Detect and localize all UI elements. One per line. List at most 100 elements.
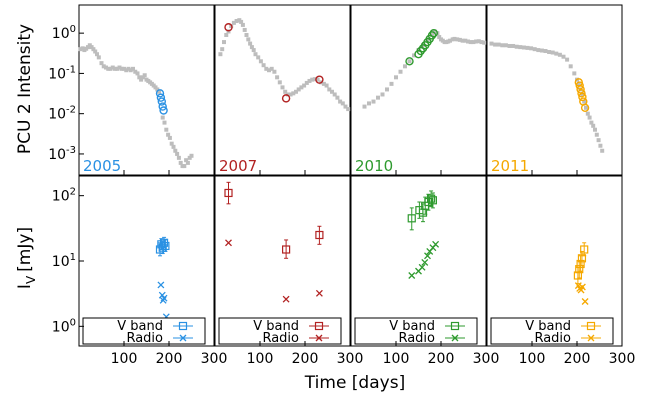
highlight-point bbox=[156, 93, 166, 102]
lightcurve-point bbox=[110, 65, 115, 70]
legend-label-radio: Radio bbox=[126, 331, 163, 346]
top-panel-2005: 2005 100 10-1 10-2 10-3 bbox=[48, 4, 215, 176]
top-panel-frame bbox=[350, 4, 487, 176]
lightcurve-point bbox=[288, 92, 293, 97]
highlight-point bbox=[158, 102, 167, 111]
legend-radio-marker bbox=[179, 334, 187, 342]
lightcurve-point bbox=[178, 160, 183, 165]
lightcurve-point bbox=[407, 59, 412, 64]
legend-label-vband: V band bbox=[525, 319, 571, 334]
lightcurve-point bbox=[96, 55, 101, 60]
radio-point bbox=[160, 294, 168, 302]
lightcurve-point bbox=[518, 45, 523, 50]
x-tick-label: 300 bbox=[473, 351, 500, 367]
vband-point bbox=[580, 245, 589, 254]
highlight-point bbox=[575, 81, 584, 90]
lightcurve-point bbox=[340, 101, 345, 106]
x-tick-label: 300 bbox=[609, 351, 636, 367]
lightcurve-point bbox=[304, 80, 309, 85]
lightcurve-point bbox=[104, 65, 108, 70]
lightcurve-point bbox=[482, 40, 487, 45]
lightcurve-point bbox=[133, 69, 138, 74]
lightcurve-point bbox=[529, 46, 534, 51]
lightcurve-point bbox=[568, 64, 573, 69]
lightcurve-point bbox=[367, 101, 371, 106]
x-tick-label: 200 bbox=[156, 351, 183, 367]
lightcurve-point bbox=[99, 61, 104, 66]
lightcurve-point bbox=[380, 92, 385, 97]
radio-point bbox=[418, 263, 426, 271]
lightcurve-point bbox=[128, 68, 133, 73]
lightcurve-point bbox=[576, 81, 581, 86]
lightcurve-point bbox=[425, 37, 430, 42]
vband-point bbox=[427, 194, 436, 203]
radio-point bbox=[424, 252, 431, 260]
lightcurve-point bbox=[496, 42, 501, 47]
lightcurve-point bbox=[312, 77, 317, 82]
lightcurve-point bbox=[525, 45, 530, 50]
lightcurve-point bbox=[430, 32, 434, 37]
lightcurve-point bbox=[251, 48, 256, 53]
lightcurve-point bbox=[463, 38, 468, 43]
outburst-label: 2010 bbox=[355, 157, 393, 175]
lightcurve-point bbox=[376, 95, 380, 100]
lightcurve-point bbox=[474, 39, 479, 44]
lightcurve-point bbox=[554, 51, 559, 56]
lightcurve-point bbox=[248, 41, 253, 46]
lightcurve-point bbox=[139, 77, 144, 82]
lightcurve-point bbox=[452, 36, 457, 41]
lightcurve-point bbox=[222, 40, 226, 45]
legend-radio-marker bbox=[587, 334, 595, 342]
highlight-point bbox=[578, 92, 587, 102]
lightcurve-point bbox=[275, 75, 280, 80]
lightcurve-point bbox=[321, 81, 326, 86]
lightcurve-point bbox=[371, 99, 376, 104]
lightcurve-point bbox=[175, 151, 180, 156]
lightcurve-point bbox=[565, 57, 570, 62]
x-tick-label: 100 bbox=[247, 351, 274, 367]
lightcurve-point bbox=[557, 52, 562, 57]
lightcurve-point bbox=[269, 66, 274, 71]
lightcurve-point bbox=[106, 66, 111, 71]
lightcurve-point bbox=[135, 71, 140, 76]
vband-point bbox=[573, 271, 583, 280]
lightcurve-point bbox=[160, 115, 165, 120]
lightcurve-point bbox=[187, 155, 192, 160]
lightcurve-point bbox=[242, 27, 247, 32]
lightcurve-point bbox=[460, 38, 465, 43]
lightcurve-point bbox=[140, 75, 145, 80]
lightcurve-point bbox=[258, 59, 263, 64]
lightcurve-point bbox=[500, 43, 505, 48]
radio-point bbox=[315, 289, 323, 297]
outburst-label: 2007 bbox=[219, 157, 257, 175]
vband-point bbox=[282, 245, 291, 254]
lightcurve-point bbox=[169, 141, 174, 146]
x-tick-label: 200 bbox=[292, 351, 319, 367]
radio-point bbox=[432, 240, 440, 248]
lightcurve-point bbox=[173, 148, 178, 153]
vband-point bbox=[577, 254, 587, 263]
lightcurve-point bbox=[327, 87, 332, 92]
lightcurve-point bbox=[536, 48, 541, 53]
lightcurve-point bbox=[182, 164, 187, 169]
lightcurve-point bbox=[585, 111, 590, 116]
top-panel-2010: 2010 bbox=[350, 4, 487, 176]
lightcurve-point bbox=[296, 87, 301, 92]
legend-vband-marker bbox=[314, 321, 324, 331]
lightcurve-point bbox=[385, 87, 389, 92]
lightcurve-point bbox=[543, 49, 548, 54]
lightcurve-point bbox=[550, 50, 555, 55]
lightcurve-point bbox=[264, 66, 269, 71]
lightcurve-point bbox=[142, 73, 147, 78]
lightcurve-point bbox=[299, 85, 304, 90]
y-tick-label: 10-2 bbox=[48, 105, 76, 123]
lightcurve-point bbox=[272, 69, 277, 74]
lightcurve-point bbox=[224, 32, 229, 37]
lightcurve-point bbox=[171, 144, 176, 149]
x-tick-label: 200 bbox=[564, 351, 591, 367]
highlight-point bbox=[580, 103, 590, 112]
